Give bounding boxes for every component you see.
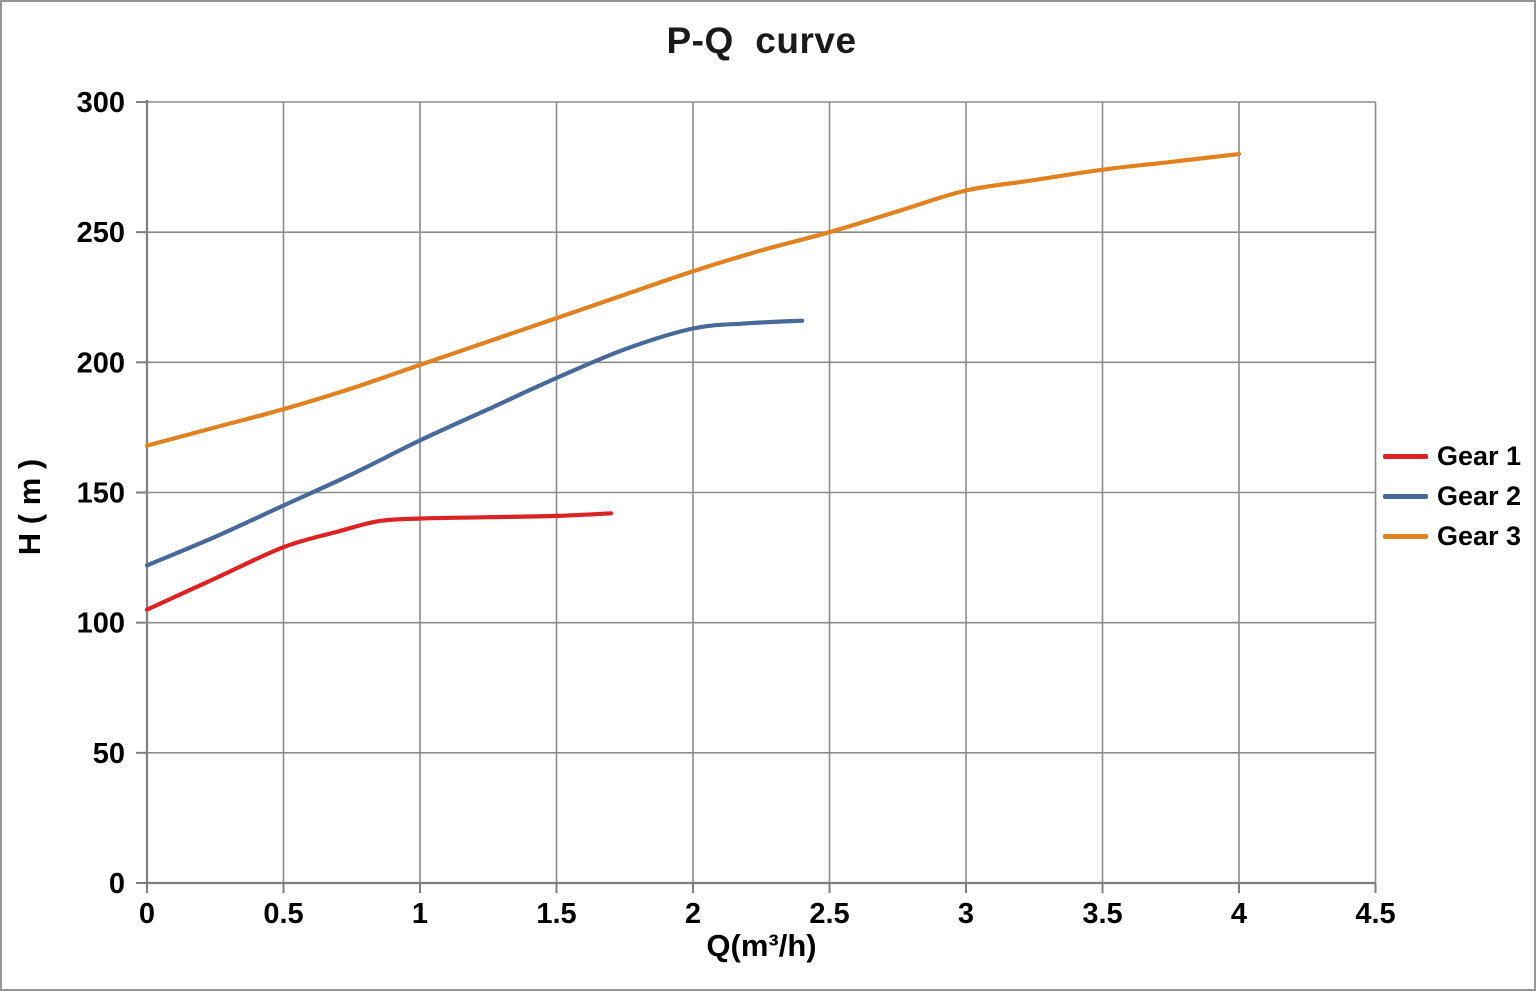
y-tick-label: 150 xyxy=(77,478,125,510)
y-tick-label: 100 xyxy=(77,608,125,640)
legend-item-gear-2: Gear 2 xyxy=(1383,476,1521,516)
x-tick-label: 0 xyxy=(139,898,155,930)
x-tick-label: 4.5 xyxy=(1355,898,1395,930)
legend-item-gear-3: Gear 3 xyxy=(1383,516,1521,556)
x-tick-label: 2.5 xyxy=(809,898,849,930)
legend-label: Gear 2 xyxy=(1437,480,1522,511)
legend-item-gear-1: Gear 1 xyxy=(1383,436,1521,476)
x-tick-label: 4 xyxy=(1231,898,1247,930)
series-line-gear-3 xyxy=(144,152,1242,448)
x-tick-label: 1 xyxy=(412,898,428,930)
x-tick-label: 3.5 xyxy=(1082,898,1122,930)
legend-label: Gear 3 xyxy=(1437,520,1522,551)
y-tick-label: 50 xyxy=(93,738,125,770)
x-tick-label: 3 xyxy=(958,898,974,930)
series-line-gear-2 xyxy=(144,318,805,568)
x-axis-label: Q(m³/h) xyxy=(706,928,817,963)
chart-title: P-Q curve xyxy=(666,20,857,61)
y-tick-label: 200 xyxy=(77,347,125,379)
legend-label: Gear 1 xyxy=(1437,440,1522,471)
legend-swatch xyxy=(1383,493,1428,499)
legend: Gear 1 Gear 2 Gear 3 xyxy=(1383,436,1521,556)
x-tick-label: 2 xyxy=(685,898,701,930)
y-tick-label: 250 xyxy=(77,217,125,249)
legend-swatch xyxy=(1383,453,1428,459)
series-line-gear-1 xyxy=(144,511,614,612)
y-tick-label: 300 xyxy=(77,87,125,119)
x-tick-label: 0.5 xyxy=(263,898,303,930)
y-tick-label: 0 xyxy=(109,868,125,900)
legend-swatch xyxy=(1383,533,1428,539)
x-tick-label: 1.5 xyxy=(536,898,576,930)
